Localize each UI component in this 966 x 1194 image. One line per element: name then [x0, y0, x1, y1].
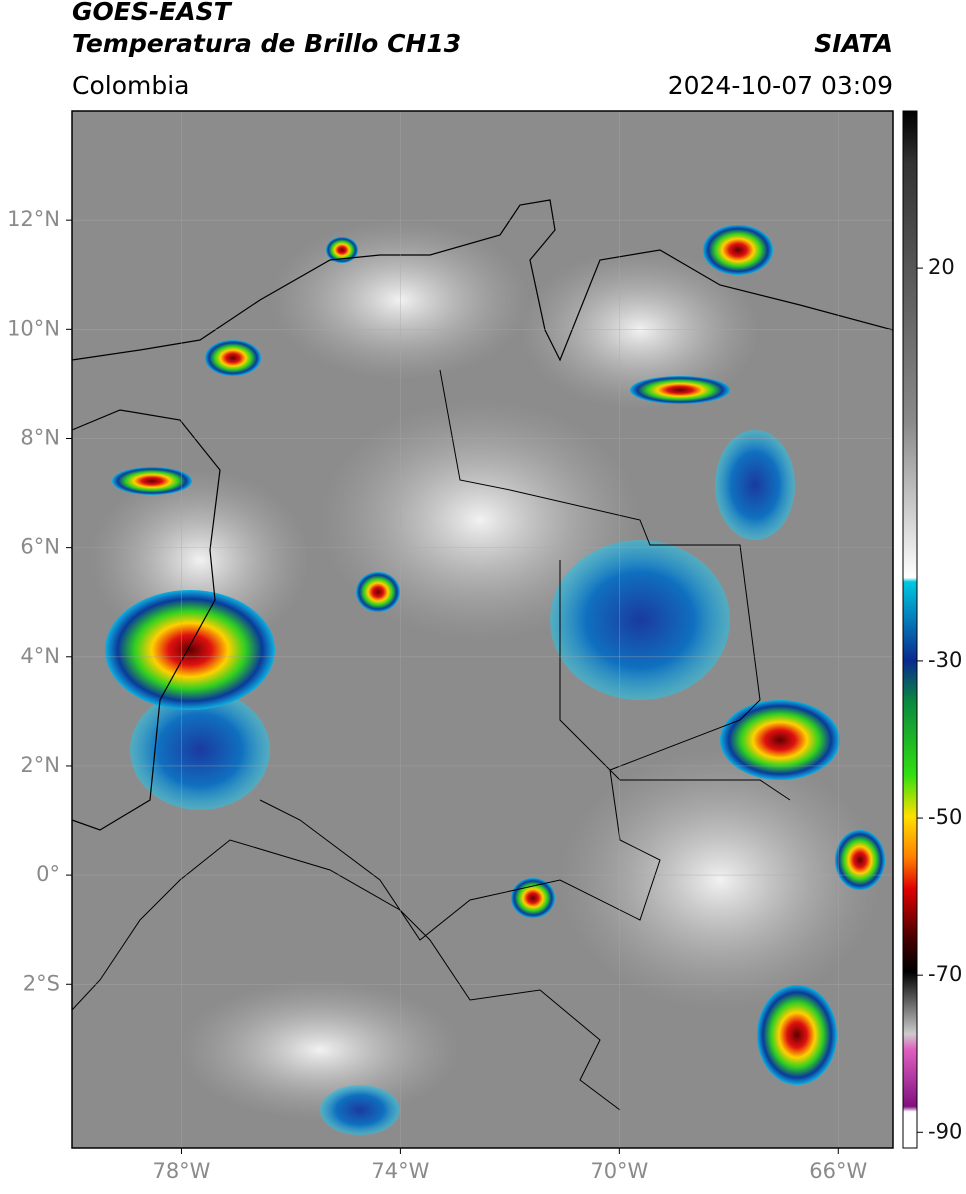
colorbar-tick-label: -90 — [928, 1119, 962, 1143]
x-tick-label: 66°W — [809, 1159, 867, 1183]
colorbar-tick-label: -50 — [928, 805, 962, 829]
y-tick-label: 2°S — [23, 971, 60, 995]
x-tick-label: 70°W — [590, 1159, 648, 1183]
source: SIATA — [814, 29, 893, 58]
y-tick-label: 4°N — [20, 644, 60, 668]
y-tick-label: 0° — [36, 862, 60, 886]
colorbar — [902, 110, 918, 1149]
colorbar-tick-label: -70 — [928, 962, 962, 986]
colorbar-tick-label: 20 — [928, 255, 955, 279]
y-tick-label: 2°N — [20, 753, 60, 777]
y-tick-label: 12°N — [7, 207, 60, 231]
y-tick-label: 6°N — [20, 535, 60, 559]
y-tick-label: 10°N — [7, 316, 60, 340]
satellite-image — [71, 111, 894, 1148]
x-tick-label: 74°W — [371, 1159, 429, 1183]
region: Colombia — [72, 71, 189, 100]
subtitle: Temperatura de Brillo CH13 — [72, 29, 461, 58]
map-frame — [71, 110, 894, 1149]
x-tick-label: 78°W — [152, 1159, 210, 1183]
colorbar-tick-label: -30 — [928, 648, 962, 672]
datetime: 2024-10-07 03:09 — [668, 71, 893, 100]
y-tick-label: 8°N — [20, 425, 60, 449]
title: GOES-EAST — [72, 0, 233, 26]
